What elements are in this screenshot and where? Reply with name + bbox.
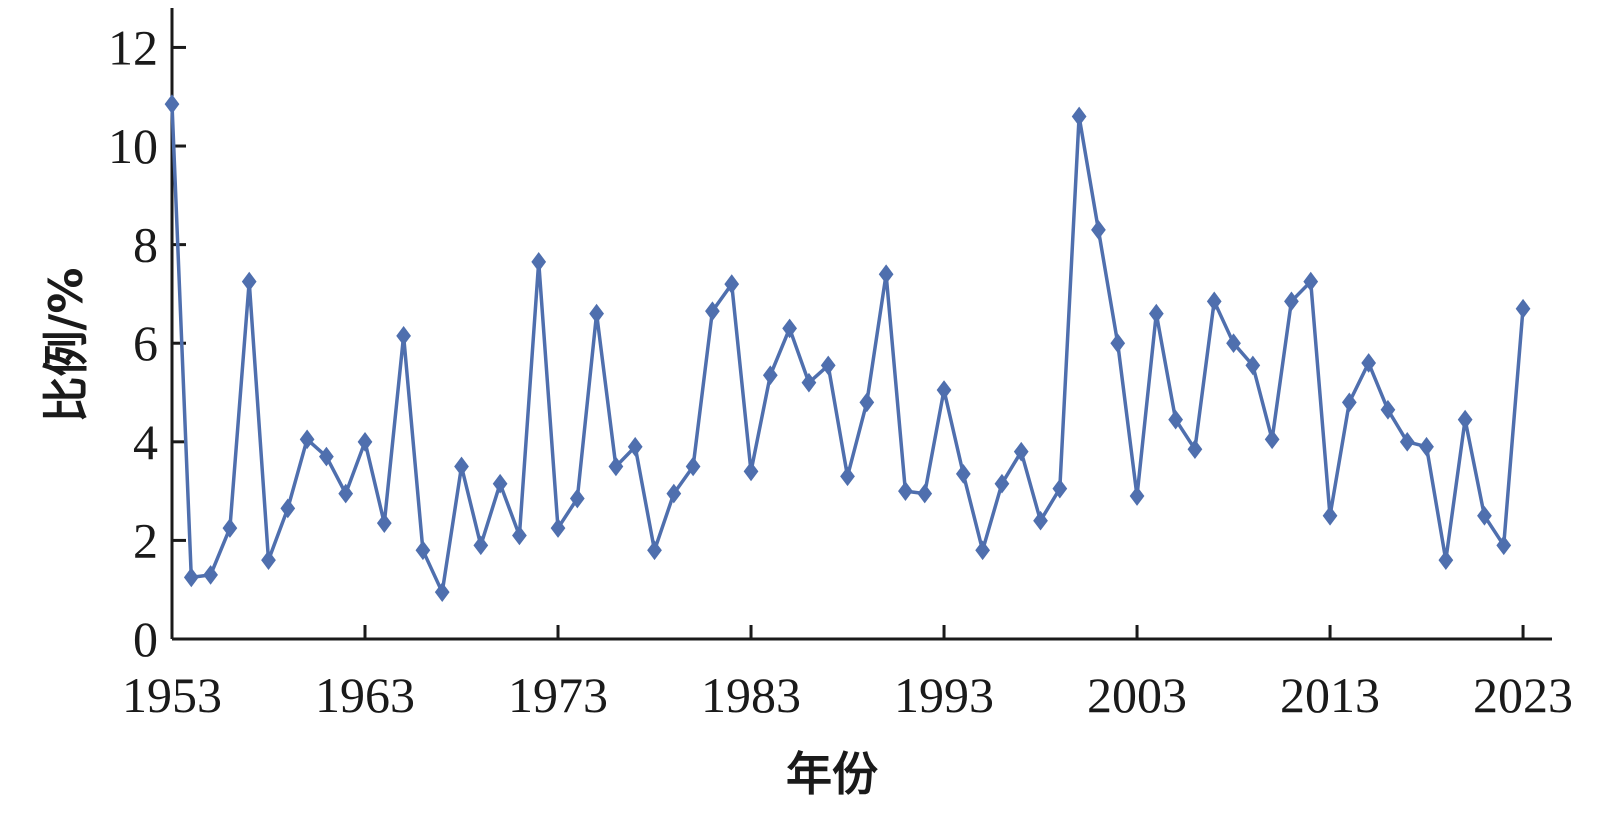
data-point-marker: [1419, 436, 1434, 457]
data-point-marker: [183, 567, 199, 588]
data-point-marker: [743, 461, 759, 482]
data-point-marker: [1322, 505, 1338, 526]
data-point-marker: [859, 392, 875, 413]
data-point-marker: [1380, 399, 1396, 420]
data-point-marker: [994, 473, 1010, 494]
y-tick-label: 10: [108, 118, 158, 174]
data-point-marker: [1457, 409, 1473, 430]
data-point-marker: [975, 540, 991, 561]
x-tick-label: 1993: [894, 667, 994, 723]
y-axis-title: 比例/%: [39, 268, 93, 423]
data-point-marker: [1226, 333, 1241, 354]
y-tick-label: 0: [133, 611, 158, 667]
y-tick-label: 8: [133, 217, 158, 273]
data-point-marker: [955, 464, 971, 484]
data-point-marker: [454, 456, 469, 477]
data-point-marker: [1013, 441, 1029, 462]
y-tick-label: 2: [133, 512, 158, 568]
data-point-marker: [917, 483, 933, 504]
data-point-marker: [1303, 271, 1319, 292]
data-point-marker: [1264, 429, 1280, 450]
data-point-marker: [569, 488, 585, 509]
data-point-marker: [1438, 550, 1454, 570]
data-point-marker: [241, 271, 257, 292]
data-point-marker: [1148, 303, 1164, 324]
data-point-marker: [203, 565, 218, 585]
y-tick-label: 4: [133, 414, 158, 470]
axes: [170, 8, 1552, 641]
data-point-marker: [434, 582, 450, 603]
data-point-marker: [357, 431, 373, 452]
data-point-marker: [396, 325, 411, 346]
data-point-marker: [666, 483, 682, 504]
data-point-marker: [608, 456, 624, 477]
data-point-marker: [261, 550, 276, 570]
data-point-marker: [376, 513, 392, 533]
data-point-marker: [1361, 353, 1377, 373]
series-layer: [164, 94, 1531, 603]
x-axis-title: 年份: [786, 747, 878, 801]
data-point-marker: [898, 481, 913, 501]
data-point-marker: [1129, 486, 1145, 506]
data-point-marker: [820, 355, 836, 376]
data-point-marker: [1399, 431, 1415, 452]
data-point-marker: [1052, 478, 1068, 499]
data-point-marker: [782, 318, 797, 339]
data-point-marker: [1187, 439, 1203, 460]
data-point-marker: [685, 456, 701, 477]
data-point-marker: [705, 301, 720, 322]
data-point-marker: [512, 525, 527, 546]
data-point-marker: [647, 540, 662, 561]
data-point-marker: [415, 540, 431, 561]
data-point-marker: [1033, 510, 1048, 531]
data-point-marker: [1091, 220, 1106, 240]
data-point-marker: [1168, 409, 1184, 430]
x-tick-label: 1963: [315, 667, 415, 723]
data-point-marker: [164, 94, 180, 114]
data-point-marker: [1284, 291, 1299, 312]
series-line: [170, 104, 1525, 594]
data-point-marker: [878, 264, 894, 285]
data-point-marker: [280, 498, 296, 519]
data-point-marker: [492, 473, 508, 494]
data-point-marker: [299, 429, 315, 450]
data-point-marker: [1496, 535, 1512, 556]
x-tick-label: 2003: [1087, 667, 1187, 723]
tick-labels: 0 2 4 6 8 10 12 1953 1963 1973 1983 1993 2003 2013 202…: [108, 19, 1573, 723]
y-tick-label: 6: [133, 315, 158, 371]
data-point-marker: [589, 303, 604, 324]
data-point-marker: [936, 380, 952, 400]
data-point-marker: [222, 518, 238, 538]
data-point-marker: [762, 365, 778, 386]
data-point-marker: [550, 518, 566, 538]
data-point-marker: [801, 372, 817, 393]
data-point-marker: [1245, 355, 1261, 376]
data-point-marker: [473, 535, 489, 556]
data-point-marker: [1206, 291, 1222, 312]
data-point-marker: [1515, 298, 1531, 319]
y-tick-label: 12: [108, 19, 158, 75]
data-point-marker: [627, 436, 643, 457]
data-point-marker: [319, 446, 334, 467]
data-point-marker: [1110, 333, 1126, 354]
x-tick-label: 1973: [508, 667, 608, 723]
data-point-marker: [1477, 505, 1492, 526]
x-tick-label: 2013: [1280, 667, 1380, 723]
data-point-marker: [1071, 106, 1087, 127]
data-point-marker: [531, 252, 547, 272]
axis-ticks: [170, 45, 1525, 641]
data-point-marker: [338, 483, 354, 504]
data-point-marker: [724, 274, 740, 294]
x-tick-label: 1983: [701, 667, 801, 723]
x-tick-label: 2023: [1473, 667, 1573, 723]
x-tick-label: 1953: [122, 667, 222, 723]
data-point-marker: [840, 466, 855, 487]
data-point-marker: [1341, 392, 1357, 413]
